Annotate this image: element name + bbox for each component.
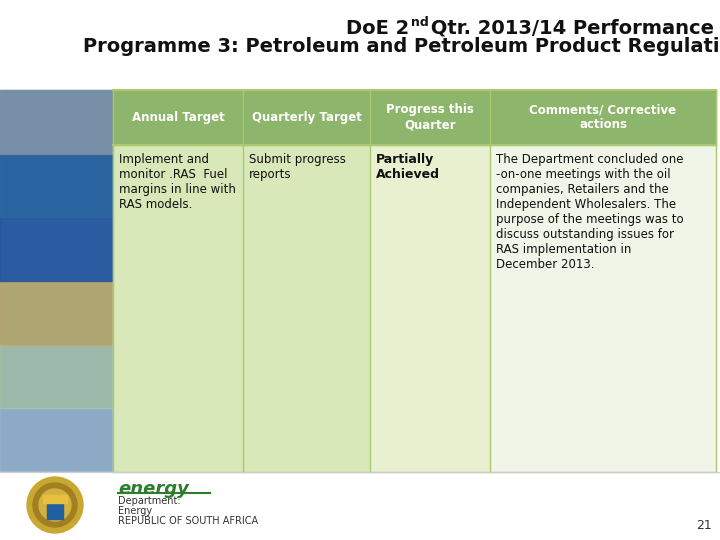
Text: DoE 2: DoE 2	[346, 18, 410, 37]
Text: Comments/ Corrective
actions: Comments/ Corrective actions	[529, 104, 677, 132]
Bar	[0, 345, 113, 408]
Bar	[113, 90, 716, 145]
Bar	[47, 499, 63, 519]
Text: Implement and
monitor .RAS  Fuel
margins in line with
RAS models.: Implement and monitor .RAS Fuel margins …	[119, 153, 236, 211]
Text: Programme 3: Petroleum and Petroleum Product Regulation: Programme 3: Petroleum and Petroleum Pro…	[83, 37, 720, 56]
Text: REPUBLIC OF SOUTH AFRICA: REPUBLIC OF SOUTH AFRICA	[118, 516, 258, 526]
Text: Qtr. 2013/14 Performance Information Report: Qtr. 2013/14 Performance Information Rep…	[423, 18, 720, 37]
Bar	[0, 472, 720, 540]
Text: 21: 21	[696, 519, 712, 532]
Bar	[370, 145, 490, 472]
Bar	[490, 145, 716, 472]
Text: Partially
Achieved: Partially Achieved	[376, 153, 440, 181]
Text: nd: nd	[412, 16, 429, 29]
Bar	[0, 90, 113, 154]
Bar	[0, 408, 113, 472]
Bar	[0, 408, 113, 472]
Bar	[0, 281, 113, 345]
Bar	[243, 145, 370, 472]
Text: energy: energy	[118, 480, 189, 498]
Text: Energy: Energy	[118, 506, 152, 516]
Bar	[0, 154, 113, 217]
Bar	[113, 0, 716, 90]
Circle shape	[27, 477, 83, 533]
Text: Department:: Department:	[118, 496, 181, 506]
Text: The Department concluded one
-on-one meetings with the oil
companies, Retailers : The Department concluded one -on-one mee…	[496, 153, 683, 271]
Bar	[0, 154, 113, 217]
Text: Submit progress
reports: Submit progress reports	[249, 153, 346, 181]
Bar	[0, 217, 113, 281]
Bar	[0, 217, 113, 281]
Text: Quarterly Target: Quarterly Target	[251, 111, 361, 124]
Circle shape	[33, 483, 77, 527]
Bar	[0, 345, 113, 408]
Text: Progress this
Quarter: Progress this Quarter	[386, 104, 474, 132]
Text: Annual Target: Annual Target	[132, 111, 225, 124]
Bar	[0, 90, 113, 154]
Bar	[0, 281, 113, 345]
Bar	[43, 495, 67, 503]
Circle shape	[39, 489, 71, 521]
Bar	[113, 145, 243, 472]
